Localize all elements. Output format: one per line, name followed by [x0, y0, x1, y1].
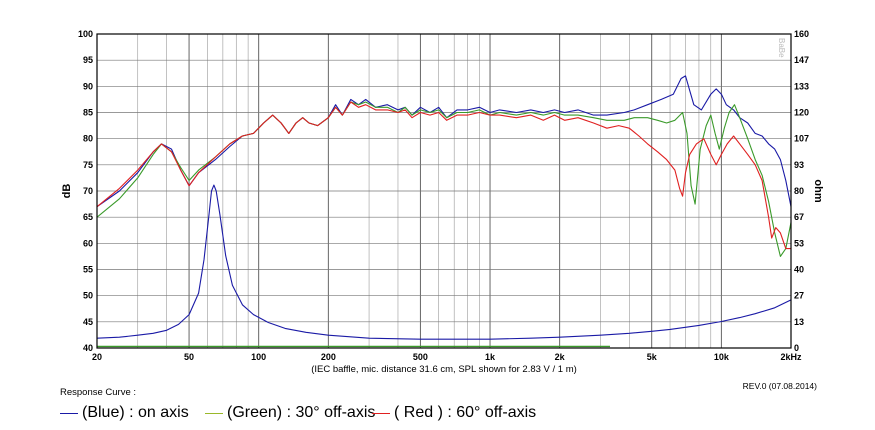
impedance-curve: [97, 184, 791, 340]
y-tick-label: 90: [83, 81, 93, 91]
legend-swatch-red: [372, 412, 390, 414]
x-tick-label: 5k: [647, 352, 658, 362]
y2-tick-label: 93: [794, 160, 804, 170]
y-tick-label: 45: [83, 317, 93, 327]
curves: [97, 75, 791, 348]
legend-label: (Blue) : on axis: [82, 404, 189, 421]
x-tick-label: 1k: [485, 352, 496, 362]
series-line-on-axis: [97, 75, 791, 208]
y2-axis-label: ohm: [812, 179, 824, 202]
y-tick-label: 75: [83, 160, 93, 170]
legend-item-blue: (Blue) : on axis: [60, 404, 189, 422]
grid: [97, 34, 791, 348]
x-tick-label: 20: [92, 352, 102, 362]
legend-item-green: (Green) : 30° off-axis: [205, 404, 375, 422]
y-tick-label: 40: [83, 343, 93, 353]
y2-tick-label: 13: [794, 317, 804, 327]
legend-title: Response Curve :: [60, 387, 137, 398]
y-tick-label: 55: [83, 265, 93, 275]
y-tick-label: 80: [83, 134, 93, 144]
y-tick-label: 85: [83, 108, 93, 118]
y2-tick-label: 80: [794, 186, 804, 196]
y-tick-label: 100: [78, 29, 93, 39]
y2-tick-label: 53: [794, 238, 804, 248]
series-line-30deg: [97, 101, 791, 257]
x-tick-label: 100: [251, 352, 266, 362]
y-tick-label: 65: [83, 212, 93, 222]
legend-label: ( Red ) : 60° off-axis: [394, 404, 537, 421]
y-tick-label: 50: [83, 291, 93, 301]
y2-tick-label: 27: [794, 291, 804, 301]
plot-frame: [96, 33, 792, 349]
legend-label: (Green) : 30° off-axis: [227, 404, 376, 421]
tick-labels: 100 95 90 85 80 75 70 65 60 55 50 45 40 160 147 133 120 1…: [78, 29, 809, 362]
legend-swatch-blue: [60, 412, 78, 414]
x-tick-label: 2k: [555, 352, 566, 362]
y2-tick-label: 107: [794, 134, 809, 144]
y2-tick-label: 147: [794, 55, 809, 65]
series-line-60deg: [97, 101, 791, 250]
x-tick-label: 2kHz: [780, 352, 802, 362]
y-tick-label: 70: [83, 186, 93, 196]
y-tick-label: 95: [83, 55, 93, 65]
measurement-note: (IEC baffle, mic. distance 31.6 cm, SPL …: [311, 364, 577, 375]
x-tick-label: 50: [184, 352, 194, 362]
y-axis-label: dB: [61, 184, 73, 199]
y2-tick-label: 0: [794, 343, 799, 353]
legend-swatch-green: [205, 412, 223, 414]
legend-item-red: ( Red ) : 60° off-axis: [372, 404, 536, 422]
x-tick-label: 10k: [714, 352, 730, 362]
x-tick-label: 200: [321, 352, 336, 362]
y2-tick-label: 40: [794, 265, 804, 275]
y-tick-label: 60: [83, 238, 93, 248]
revision-label: REV.0 (07.08.2014): [742, 381, 817, 391]
y2-tick-label: 133: [794, 81, 809, 91]
y2-tick-label: 120: [794, 108, 809, 118]
x-tick-label: 500: [413, 352, 428, 362]
y2-tick-label: 67: [794, 212, 804, 222]
watermark: BaBe: [777, 38, 786, 58]
y2-tick-label: 160: [794, 29, 809, 39]
